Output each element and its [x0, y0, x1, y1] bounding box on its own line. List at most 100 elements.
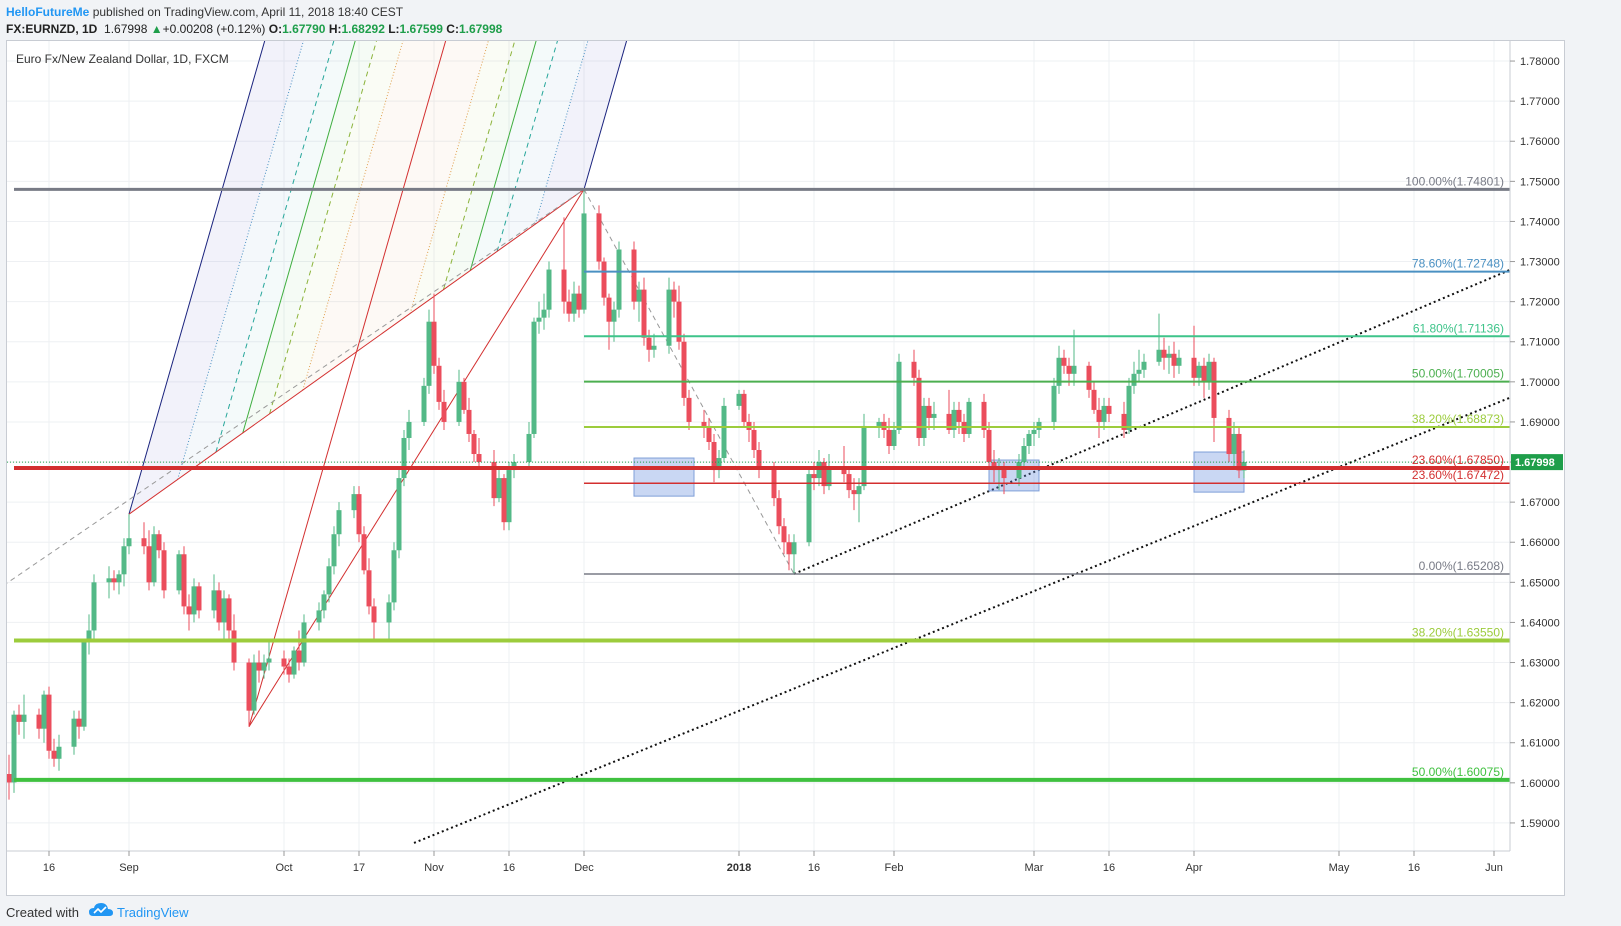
- candle-body: [646, 337, 652, 350]
- candle-body: [851, 490, 857, 495]
- candle-body: [1231, 433, 1237, 455]
- candle-body: [456, 381, 462, 422]
- time-tick-label: 16: [1103, 862, 1115, 874]
- candle-body: [281, 658, 287, 667]
- candle-body: [511, 462, 517, 471]
- candle-body: [351, 494, 357, 511]
- open-value: 1.67790: [282, 22, 326, 36]
- time-tick-label: Oct: [275, 862, 292, 874]
- candle-body: [251, 662, 257, 711]
- candle-body: [396, 478, 402, 551]
- candle-body: [841, 466, 847, 475]
- fib-level-label: 100.00%(1.74801): [1405, 174, 1504, 188]
- price-tick-label: 1.77000: [1520, 96, 1560, 108]
- candle-body: [491, 462, 497, 499]
- pitchfork-level-line: [534, 41, 589, 225]
- time-tick-label: Sep: [119, 862, 139, 874]
- candle-body: [821, 462, 827, 487]
- candle-body: [1176, 357, 1182, 366]
- candle-body: [426, 321, 432, 386]
- candle-body: [1036, 421, 1042, 430]
- candle-body: [41, 694, 47, 729]
- candle-body: [826, 466, 832, 487]
- pitchfork-band-fill: [129, 41, 304, 515]
- candle-body: [11, 714, 17, 783]
- candle-body: [326, 566, 332, 595]
- candle-body: [716, 458, 722, 471]
- last-price-tag: [1511, 454, 1563, 471]
- close-label: C:: [446, 22, 459, 36]
- candle-body: [1131, 373, 1137, 386]
- candle-body: [1121, 413, 1127, 430]
- candle-body: [776, 498, 782, 527]
- candle-body: [561, 269, 567, 302]
- candle-body: [366, 570, 372, 607]
- candle-body: [526, 433, 532, 463]
- candle-body: [1236, 433, 1242, 471]
- trend-line: [7, 188, 585, 584]
- candle-body: [1101, 405, 1107, 422]
- fib-level-label: 38.20%(1.68873): [1412, 412, 1504, 426]
- fib-level-label: 78.60%(1.72748): [1412, 257, 1504, 271]
- candle-body: [1171, 353, 1177, 366]
- candle-body: [71, 718, 77, 747]
- chart-area[interactable]: 100.00%(1.74801) 78.60%(1.72748) 61.80%(1.…: [6, 40, 1565, 896]
- chart-canvas[interactable]: 100.00%(1.74801) 78.60%(1.72748) 61.80%(1.…: [7, 41, 1564, 895]
- price-tick-label: 1.62000: [1520, 698, 1560, 710]
- candle-body: [1061, 357, 1067, 366]
- price-tick-label: 1.76000: [1520, 136, 1560, 148]
- pitchfork-band-fill: [356, 41, 489, 352]
- candle-body: [946, 413, 952, 430]
- candle-body: [1191, 357, 1197, 378]
- candle-body: [911, 361, 917, 378]
- pitchfork-handle-line: [128, 188, 585, 515]
- close-value: 1.67998: [458, 22, 503, 36]
- candle-body: [861, 425, 867, 487]
- time-tick-label: 16: [43, 862, 55, 874]
- candle-body: [631, 249, 637, 302]
- candle-body: [611, 309, 617, 322]
- pitchfork-band-fill: [302, 41, 446, 391]
- candle-body: [926, 405, 932, 418]
- zone-rectangle: [1193, 451, 1245, 493]
- price-tick-label: 1.61000: [1520, 738, 1560, 750]
- price-tick-label: 1.78000: [1520, 56, 1560, 68]
- tradingview-brand-link[interactable]: TradingView: [117, 905, 189, 920]
- candle-body: [506, 470, 512, 523]
- candle-body: [606, 297, 612, 322]
- footer-bar: [0, 896, 1621, 926]
- candle-body: [386, 602, 392, 623]
- time-tick-label: 16: [808, 862, 820, 874]
- price-tick-label: 1.70000: [1520, 377, 1560, 389]
- time-tick-label: Dec: [574, 862, 594, 874]
- pitchfork-level-line: [496, 41, 558, 252]
- price-tick-label: 1.59000: [1520, 818, 1560, 830]
- fib-level-label: 61.80%(1.71136): [1413, 321, 1504, 335]
- candle-body: [536, 317, 542, 322]
- candle-body: [371, 606, 377, 623]
- time-tick-label: Feb: [885, 862, 904, 874]
- fib-level-label: 50.00%(1.70005): [1412, 367, 1504, 381]
- publish-line: HelloFutureMe published on TradingView.c…: [6, 5, 403, 19]
- pitchfork-band-fill: [269, 41, 403, 414]
- candle-body: [651, 345, 657, 350]
- pitchfork-band-fill: [535, 41, 627, 225]
- candle-body: [786, 542, 792, 555]
- pitchfork-band-fill: [470, 41, 558, 271]
- candle-body: [226, 598, 232, 631]
- price-tick-label: 1.63000: [1520, 658, 1560, 670]
- candle-body: [421, 385, 427, 422]
- candle-body: [756, 450, 762, 467]
- candle-body: [1066, 365, 1072, 374]
- candle-body: [1026, 433, 1032, 446]
- price-tick-label: 1.66000: [1520, 537, 1560, 549]
- tradingview-cloud-icon[interactable]: [88, 901, 114, 921]
- candle-body: [151, 534, 157, 583]
- author-link[interactable]: HelloFutureMe: [6, 5, 90, 19]
- price-tick-label: 1.75000: [1520, 176, 1560, 188]
- candle-body: [596, 213, 602, 262]
- candle-body: [266, 658, 272, 663]
- last-price-tag-label: 1.67998: [1515, 457, 1555, 469]
- candle-body: [86, 630, 92, 643]
- time-tick-label: May: [1329, 862, 1350, 874]
